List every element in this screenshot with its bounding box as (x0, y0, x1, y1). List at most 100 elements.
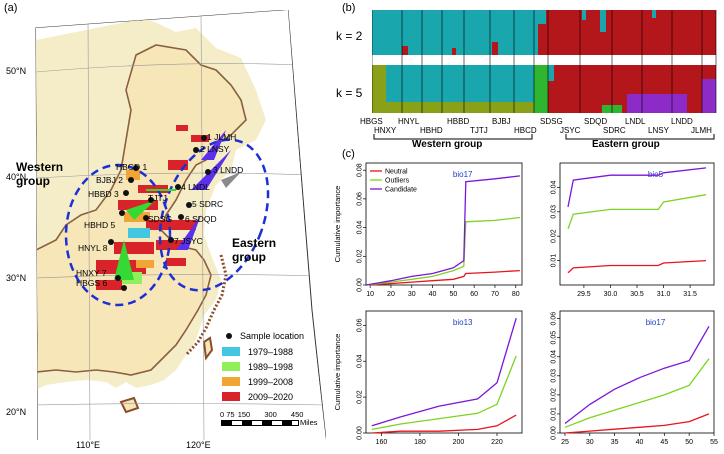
legend-swatch (222, 392, 240, 401)
x-tick-label: 180 (414, 439, 426, 446)
western-group-bracket-label: Western group (412, 139, 483, 150)
x-tick-label: 25 (561, 439, 569, 446)
legend-label: Candidate (385, 187, 417, 194)
site-label: 3 LNDD (213, 165, 244, 175)
y-tick-label: 0.04 (551, 350, 558, 364)
legend-label: 1979–1988 (248, 346, 294, 357)
series-line-candidate (564, 325, 710, 425)
y-tick-label: 0.06 (357, 192, 364, 206)
x-tick-label: 40 (636, 439, 644, 446)
x-tick-label: 40 (429, 291, 437, 298)
site-label: 6 SDQD (185, 214, 217, 224)
x-tick-label: 31.0 (657, 291, 671, 298)
pop-label: LNDL (625, 117, 646, 126)
plot-title: bio5 (648, 170, 664, 179)
coast-dots (184, 254, 228, 357)
x-tick-label: 160 (376, 439, 388, 446)
site-label: HBGS 6 (76, 278, 108, 288)
k2-label: k = 2 (336, 29, 363, 43)
y-tick-label: 0.05 (551, 331, 558, 345)
series-line-outliers (567, 194, 707, 230)
pop-label: LNSY (648, 126, 669, 135)
y-tick-label: 0.02 (551, 229, 558, 243)
series-line-candidate (567, 167, 707, 208)
legend-swatch (222, 377, 240, 386)
legend-label: Neutral (385, 169, 408, 176)
plot-frame (559, 310, 715, 434)
scale-bar: 0 75 150 300 450 Miles (220, 410, 324, 432)
legend-period: 1999–2008 (222, 374, 324, 389)
western-group-label: Western group (16, 160, 63, 188)
grid-lines (36, 14, 326, 440)
eastern-group-line-2: group (232, 250, 266, 264)
scale-tick: 300 (264, 410, 277, 419)
plot-title: bio17 (646, 318, 666, 327)
pop-label: BJBJ (492, 117, 511, 126)
y-tick-label: 0.06 (357, 318, 364, 332)
scale-tick: 150 (237, 410, 251, 419)
plot-title: bio17 (453, 170, 473, 179)
panel-label-b: (b) (342, 2, 356, 14)
eastern-group-ellipse (158, 138, 270, 292)
map-panel (35, 10, 326, 440)
legend-label: 1989–1998 (248, 361, 294, 372)
x-tick-label: 50 (449, 291, 457, 298)
site-label: 4 LNDL (181, 182, 210, 192)
y-tick-label: 0.01 (551, 407, 558, 421)
map-legend: Sample location 1979–1988 1989–1998 1999… (222, 328, 324, 404)
series-line-neutral (567, 259, 707, 274)
x-tick-label: 10 (366, 291, 374, 298)
site-label: HNXY 7 (76, 268, 107, 278)
island-taiwan (202, 336, 214, 361)
legend-sample-location: Sample location (222, 328, 324, 344)
legend-period: 1989–1998 (222, 359, 324, 374)
group-brackets (373, 134, 715, 140)
plot-title: bio13 (453, 318, 473, 327)
scale-tick: 75 (226, 410, 235, 419)
site-label: 2 LNSY (200, 144, 230, 154)
pop-label: HNYL (398, 117, 420, 126)
pop-label: HBCD (514, 126, 537, 135)
pop-label: HNXY (374, 126, 397, 135)
eastern-group-line-1: Eastern (232, 236, 277, 250)
y-tick-label: 0.04 (357, 354, 364, 368)
scale-unit: Miles (300, 418, 318, 427)
site-label: HBBD 3 (88, 189, 119, 199)
y-tick-label: 0.08 (357, 163, 364, 177)
legend-swatch (222, 347, 240, 356)
x-tick-label: 29.5 (577, 291, 591, 298)
y-tick-label: 0.06 (551, 312, 558, 326)
x-tick-label: 70 (491, 291, 499, 298)
legend-label: Sample location (240, 331, 305, 341)
legend-label: 1999–2008 (248, 376, 294, 387)
legend-swatch (222, 362, 240, 371)
x-tick-label: 35 (611, 439, 619, 446)
lat-label-30: 30°N (6, 273, 27, 283)
y-tick-label: 0.00 (357, 278, 364, 292)
legend-label: Outliers (385, 178, 410, 185)
x-tick-label: 30.5 (630, 291, 644, 298)
scale-tick: 0 (220, 410, 225, 419)
structure-k2 (372, 10, 716, 55)
plot-frame (365, 162, 523, 286)
chart-c1: 0.00 0.02 0.04 0.06 0.08 10 20 30 40 50 60 70 80 Cumu… (333, 162, 523, 298)
y-tick-label: 0.04 (551, 180, 558, 194)
y-tick-label: 0.03 (551, 205, 558, 219)
gene-flow-arrows (114, 130, 241, 280)
scale-bar-graphic (221, 420, 299, 426)
scale-tick: 450 (290, 410, 304, 419)
series-line-neutral (365, 269, 520, 286)
chart-c2: 0.01 0.02 0.03 0.04 29.5 30.0 30.5 31.0 31.5 bio5 (551, 162, 715, 298)
island-hainan (119, 396, 140, 414)
x-tick-label: 45 (660, 439, 668, 446)
y-tick-label: 0.02 (357, 390, 364, 404)
y-tick-label: 0.00 (551, 426, 558, 440)
y-axis-label: Cumulative importance (333, 186, 342, 263)
lon-label-120: 120°E (186, 440, 211, 450)
series-line-neutral (371, 414, 517, 434)
x-tick-label: 20 (387, 291, 395, 298)
structure-dividers (372, 10, 717, 113)
pop-label: JLMH (691, 126, 712, 135)
x-tick-label: 220 (491, 439, 503, 446)
site-label: BJBJ 2 (96, 175, 123, 185)
